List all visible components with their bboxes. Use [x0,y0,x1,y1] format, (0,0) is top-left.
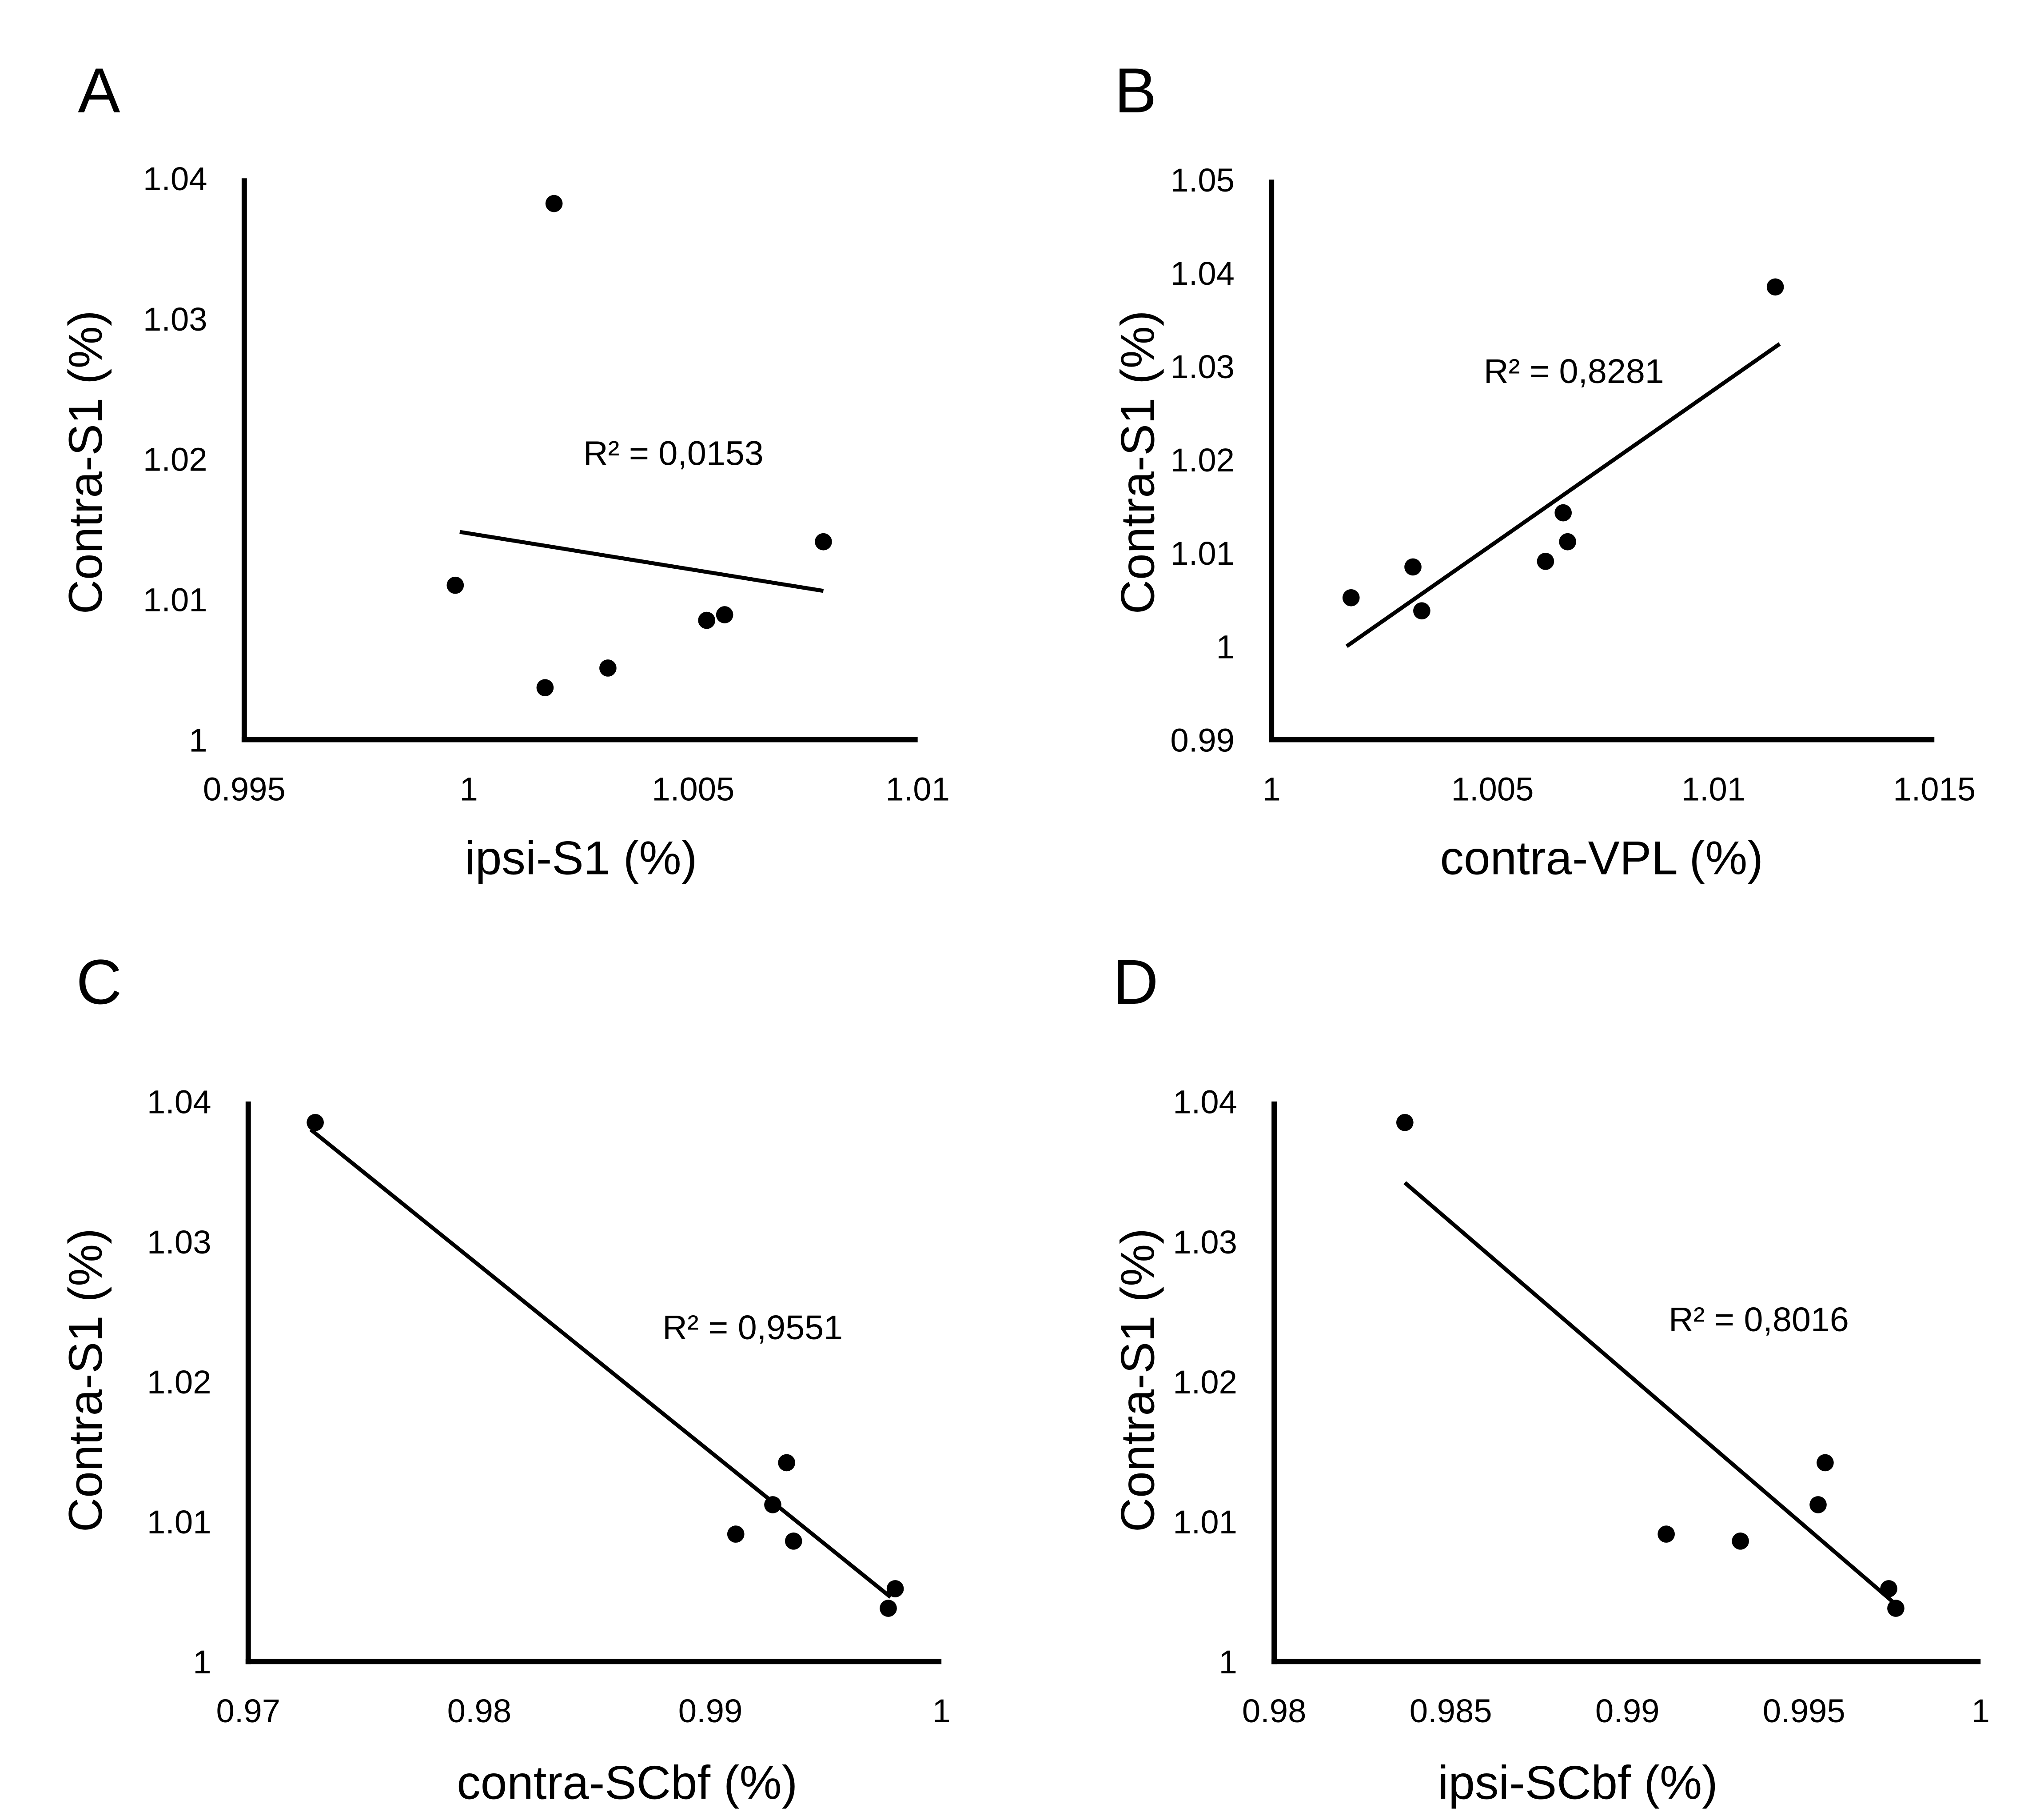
x-tick-label: 1.01 [885,770,950,807]
x-tick-label: 1.005 [1451,770,1534,807]
data-point [1413,602,1430,620]
data-point [1732,1533,1749,1550]
r-squared-label: R² = 0,0153 [583,434,764,472]
data-point [815,533,832,551]
x-tick-label: 0.995 [203,770,286,807]
x-tick-label: 0.99 [1595,1692,1660,1729]
trendline [1345,342,1781,648]
x-tick-label: 1 [932,1692,950,1729]
r-squared-label: R² = 0,9551 [662,1309,843,1347]
y-tick-label: 1.02 [143,441,207,478]
panel-letter: D [1113,947,1159,1018]
r-squared-label: R² = 0,8016 [1669,1301,1849,1339]
y-tick-label: 1.02 [1173,1364,1237,1401]
panel-letter: C [76,947,122,1018]
y-tick-label: 1.03 [143,301,207,338]
y-axis-title: Contra-S1 (%) [59,310,112,614]
data-point [599,659,617,677]
y-tick-label: 1 [193,1644,211,1680]
data-point [1766,278,1784,296]
r-squared-label: R² = 0,8281 [1484,352,1664,391]
data-point [1880,1580,1897,1597]
y-tick-label: 0.99 [1170,722,1235,758]
data-point [1342,589,1360,607]
data-point [880,1600,897,1617]
y-tick-label: 1.04 [147,1084,211,1121]
data-point [1887,1600,1905,1617]
data-point [545,195,563,212]
y-axis-title: Contra-S1 (%) [59,1228,112,1532]
data-point [307,1114,324,1131]
x-axis-title: ipsi-SCbf (%) [1438,1756,1718,1809]
data-point [1809,1496,1827,1513]
x-tick-label: 1 [1972,1692,1990,1729]
data-point [1537,553,1554,570]
data-point [1404,558,1422,576]
trendline [309,1128,892,1599]
y-tick-label: 1.03 [1170,348,1235,385]
x-tick-label: 1.01 [1681,770,1746,807]
x-tick-label: 0.99 [678,1692,743,1729]
trendline [459,530,824,593]
y-tick-label: 1.03 [1173,1224,1237,1261]
x-tick-label: 1.005 [652,770,734,807]
x-tick-label: 1 [1263,770,1281,807]
y-tick-label: 1.04 [1173,1084,1237,1121]
panel-letter: B [1114,56,1156,126]
data-point [778,1454,795,1472]
y-tick-label: 1.05 [1170,162,1235,199]
y-axis-title: Contra-S1 (%) [1111,310,1164,614]
data-point [727,1525,745,1543]
x-tick-label: 0.98 [447,1692,512,1729]
x-axis-title: contra-VPL (%) [1440,831,1763,885]
panel-letter: A [78,56,120,126]
x-tick-label: 0.97 [216,1692,280,1729]
panel-a: A 0.995 1 1.005 1.01 1 1.01 1.02 1.03 1.04 ipsi-S1… [59,56,950,885]
y-tick-label: 1.04 [143,160,207,197]
data-point [698,611,716,629]
x-tick-label: 0.985 [1410,1692,1492,1729]
panel-c: C 0.97 0.98 0.99 1 1 1.01 1.02 1.03 1.04 contra-SC… [59,947,951,1809]
y-tick-label: 1.01 [1173,1504,1237,1541]
data-point [1554,504,1572,522]
data-point [716,606,733,623]
data-point [886,1580,904,1597]
data-point [446,576,464,594]
y-tick-label: 1.01 [143,581,207,618]
x-tick-label: 0.98 [1242,1692,1307,1729]
y-tick-label: 1.02 [1170,442,1235,479]
x-tick-label: 0.995 [1763,1692,1845,1729]
data-point [1658,1525,1675,1543]
y-tick-label: 1 [189,722,207,758]
y-tick-label: 1.02 [147,1364,211,1401]
y-tick-label: 1 [1219,1644,1237,1680]
panel-b: B 1 1.005 1.01 1.015 0.99 1 1.01 1.02 1.03 1.04 1.0… [1111,56,1976,885]
data-point [785,1533,802,1550]
data-point [1817,1454,1834,1472]
data-point [764,1496,781,1513]
x-tick-label: 1.015 [1893,770,1976,807]
trendline [1403,1181,1894,1603]
y-tick-label: 1 [1216,628,1235,665]
x-axis-title: ipsi-S1 (%) [465,831,697,885]
data-point [536,679,554,697]
panel-d: D 0.98 0.985 0.99 0.995 1 1 1.01 1.02 1.03 1.04 ips… [1111,947,1990,1809]
y-axis-title: Contra-S1 (%) [1111,1228,1164,1532]
data-point [1396,1114,1414,1131]
x-axis-title: contra-SCbf (%) [457,1756,797,1809]
y-tick-label: 1.01 [1170,535,1235,572]
y-tick-label: 1.03 [147,1224,211,1261]
x-tick-label: 1 [459,770,478,807]
data-point [1559,533,1576,551]
y-tick-label: 1.01 [147,1504,211,1541]
y-tick-label: 1.04 [1170,255,1235,292]
